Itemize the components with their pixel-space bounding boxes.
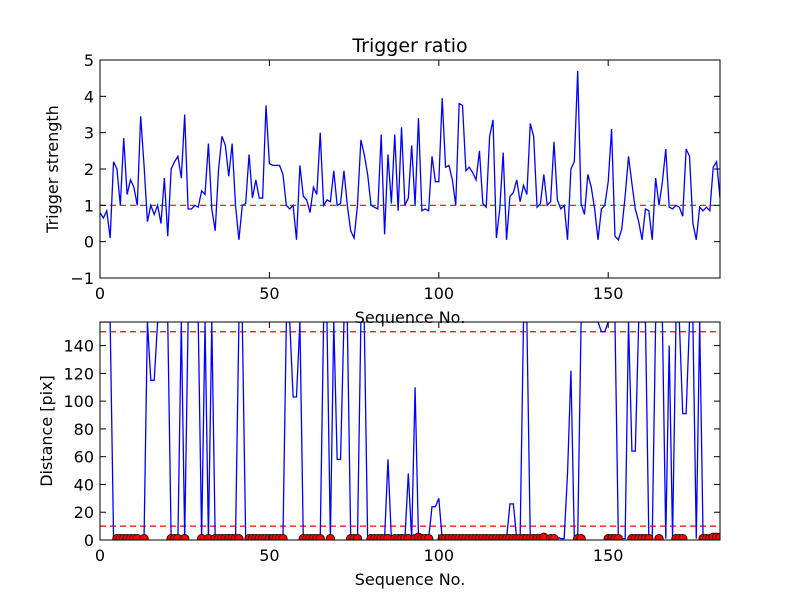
distance-panel: 0 50 100 150 0 20 40 60 80 100 120 140 Sequence No. D… bbox=[37, 321, 721, 589]
data-point-marker bbox=[180, 534, 190, 540]
data-point-marker bbox=[352, 534, 363, 540]
x-tick-label: 100 bbox=[424, 284, 455, 303]
data-point-marker bbox=[278, 534, 288, 540]
data-point-marker bbox=[325, 534, 335, 540]
y-tick-label: 100 bbox=[63, 392, 94, 411]
data-point-marker bbox=[613, 534, 623, 540]
y-tick-label: 1 bbox=[84, 196, 94, 215]
plot-frame bbox=[99, 321, 721, 541]
y-tick-label: 2 bbox=[84, 160, 94, 179]
data-point-marker bbox=[315, 534, 325, 540]
x-tick-label: 0 bbox=[95, 546, 105, 565]
data-point-marker bbox=[139, 534, 149, 540]
y-tick-label: 80 bbox=[74, 420, 94, 439]
x-axis-label: Sequence No. bbox=[355, 570, 466, 589]
x-tick-label: 100 bbox=[424, 546, 455, 565]
data-point-marker bbox=[576, 534, 586, 540]
data-point-marker bbox=[654, 534, 664, 540]
data-point-marker bbox=[234, 534, 244, 540]
x-axis-label: Sequence No. bbox=[355, 308, 466, 327]
x-tick-label: 150 bbox=[593, 284, 624, 303]
y-tick-label: 140 bbox=[63, 337, 94, 356]
x-tick-label: 0 bbox=[95, 284, 105, 303]
y-tick-label: 0 bbox=[84, 531, 94, 550]
data-point-marker bbox=[424, 534, 434, 540]
y-tick-label: 20 bbox=[74, 503, 94, 522]
chart-title: Trigger ratio bbox=[351, 35, 467, 57]
y-tick-label: 0 bbox=[84, 233, 94, 252]
marker-group bbox=[112, 532, 720, 540]
data-point-marker bbox=[644, 534, 654, 540]
y-tick-label: 40 bbox=[74, 475, 94, 494]
series-line bbox=[100, 70, 720, 242]
y-tick-label: 3 bbox=[84, 124, 94, 143]
y-tick-label: 4 bbox=[84, 87, 94, 106]
y-tick-label: 120 bbox=[63, 364, 94, 383]
series-line bbox=[100, 322, 714, 540]
x-tick-label: 50 bbox=[259, 284, 279, 303]
y-axis-label: Trigger strength bbox=[43, 105, 62, 234]
y-tick-label: 5 bbox=[84, 51, 94, 70]
y-tick-label: −1 bbox=[70, 269, 94, 288]
data-point-marker bbox=[549, 534, 559, 540]
y-tick-label: 60 bbox=[74, 448, 94, 467]
data-point-marker bbox=[678, 534, 688, 540]
y-axis-label: Distance [pix] bbox=[37, 375, 56, 487]
x-tick-label: 50 bbox=[259, 546, 279, 565]
x-tick-label: 150 bbox=[593, 546, 624, 565]
